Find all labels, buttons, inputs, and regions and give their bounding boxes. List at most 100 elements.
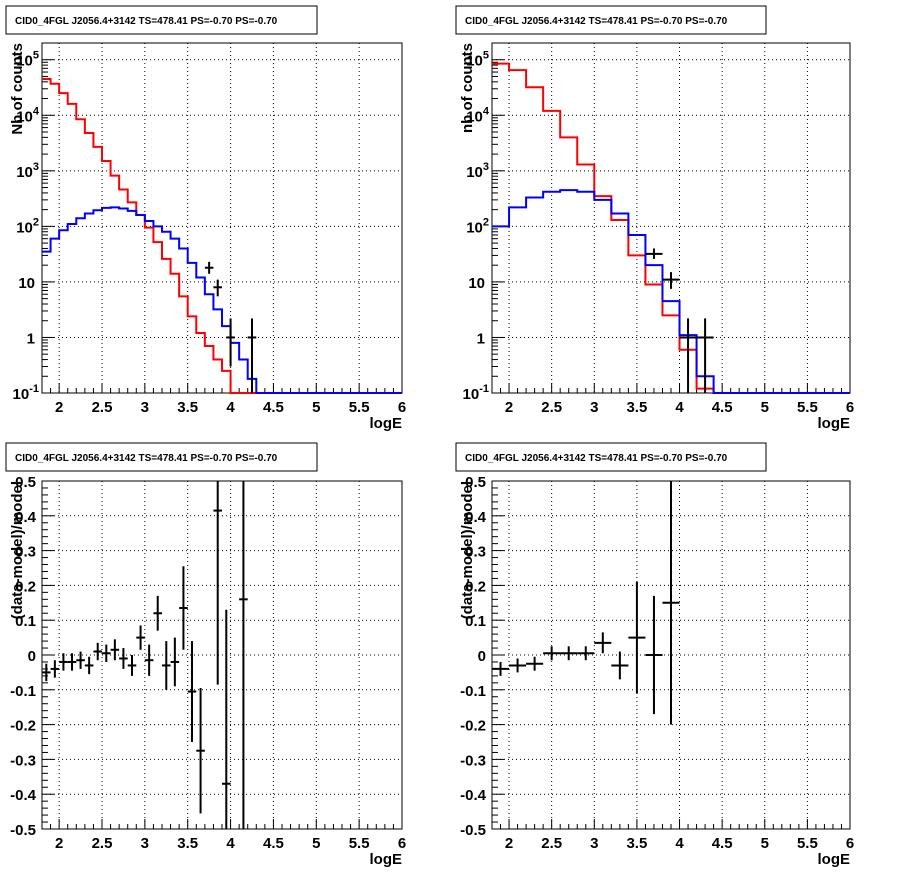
data-point [84,656,94,675]
chart-panel-2: CID0_4FGL J2056.4+3142 TS=478.41 PS=-0.7… [455,5,854,432]
x-tick-label: 6 [846,399,854,416]
data-point [204,261,214,274]
data-point [628,581,646,694]
data-point [153,595,162,631]
y-tick-label: 0 [478,648,486,665]
y-tick-exponent: 3 [483,161,489,173]
data-point [127,655,137,676]
x-tick-label: 2 [505,399,513,416]
data-point [196,688,205,814]
x-axis-label: logE [818,851,851,868]
y-tick-base: 10 [466,219,483,236]
y-tick-label: -0.2 [10,718,36,735]
data-point [93,642,102,661]
y-tick-exponent: -1 [479,383,489,395]
chart-panel-1: CID0_4FGL J2056.4+3142 TS=478.41 PS=-0.7… [5,5,406,432]
data-point [577,646,595,661]
x-tick-label: 4 [226,835,235,852]
x-tick-label: 5.5 [797,399,818,416]
y-tick-label: 103 [16,161,39,181]
y-tick-base: 10 [13,386,30,403]
y-axis-label: nb of counts [459,43,476,133]
y-tick-label: 0.2 [465,578,486,595]
data-point [679,318,697,393]
chart-title: CID0_4FGL J2056.4+3142 TS=478.41 PS=-0.7… [15,453,278,464]
y-tick-label: 105 [466,50,489,70]
x-tick-label: 5.5 [349,835,370,852]
x-tick-label: 3.5 [177,399,198,416]
x-tick-label: 3.5 [626,399,647,416]
y-tick-label: 102 [466,216,489,236]
y-tick-exponent: 5 [33,50,39,62]
chart-title: CID0_4FGL J2056.4+3142 TS=478.41 PS=-0.7… [465,453,728,464]
y-tick-label: -0.5 [460,822,486,839]
x-tick-label: 3 [141,835,149,852]
y-tick-base: 10 [16,53,33,70]
y-axis-label: Nb of counts [9,43,26,135]
x-tick-label: 2 [505,835,513,852]
y-tick-base: 10 [466,108,483,125]
x-tick-label: 4 [675,835,684,852]
y-tick-label: 10-1 [13,383,39,403]
data-point [59,653,68,671]
histogram-series-1 [492,62,850,394]
x-tick-label: 3 [590,835,598,852]
x-axis-label: logE [818,415,851,432]
x-tick-label: 5.5 [797,835,818,852]
data-point [492,661,510,676]
x-tick-label: 2.5 [541,399,562,416]
data-point [50,660,60,678]
data-point [119,648,128,669]
data-point [611,651,629,680]
x-tick-label: 4.5 [263,399,284,416]
data-point [543,646,561,661]
y-tick-label: -0.1 [460,683,486,700]
x-tick-label: 5 [312,835,320,852]
chart-panel-4: CID0_4FGL J2056.4+3142 TS=478.41 PS=-0.7… [455,442,854,868]
y-tick-exponent: 2 [483,216,489,228]
x-tick-label: 5 [761,835,769,852]
x-tick-label: 2.5 [92,835,113,852]
data-point [162,641,171,690]
y-tick-label: 1 [477,330,485,347]
x-tick-label: 6 [846,835,854,852]
y-tick-label: -0.5 [10,822,36,839]
histogram-series-1 [42,77,402,394]
data-point [222,609,231,829]
x-tick-label: 4 [226,399,235,416]
data-point [560,646,578,661]
y-tick-label: 10 [18,275,35,292]
data-point [110,639,120,661]
data-point [696,318,714,393]
x-tick-label: 4 [675,399,684,416]
y-tick-exponent: 5 [483,50,489,62]
x-tick-label: 5 [312,399,320,416]
data-point [662,272,680,289]
x-axis-label: logE [370,851,403,868]
data-point [247,318,257,393]
data-point [144,644,154,676]
y-tick-label: 102 [16,216,39,236]
x-tick-label: 5.5 [349,399,370,416]
data-point [645,595,663,715]
x-tick-label: 4.5 [263,835,284,852]
title-box [455,442,767,472]
x-tick-label: 6 [398,835,406,852]
y-tick-label: -0.4 [10,787,37,804]
y-tick-base: 10 [16,164,33,181]
x-tick-label: 3.5 [626,835,647,852]
data-point [187,641,197,742]
y-tick-label: 104 [16,105,40,125]
data-point [136,625,145,650]
x-tick-label: 2.5 [541,835,562,852]
y-tick-label: 0.4 [465,509,487,526]
data-point [594,632,612,654]
y-tick-exponent: 4 [33,105,40,117]
x-tick-label: 3.5 [177,835,198,852]
title-box [5,5,318,35]
x-tick-label: 4.5 [712,399,733,416]
histogram-series-2 [492,189,850,394]
y-tick-label: 0.1 [465,613,486,630]
y-tick-label: 0.1 [15,613,36,630]
plot-frame [491,42,851,394]
